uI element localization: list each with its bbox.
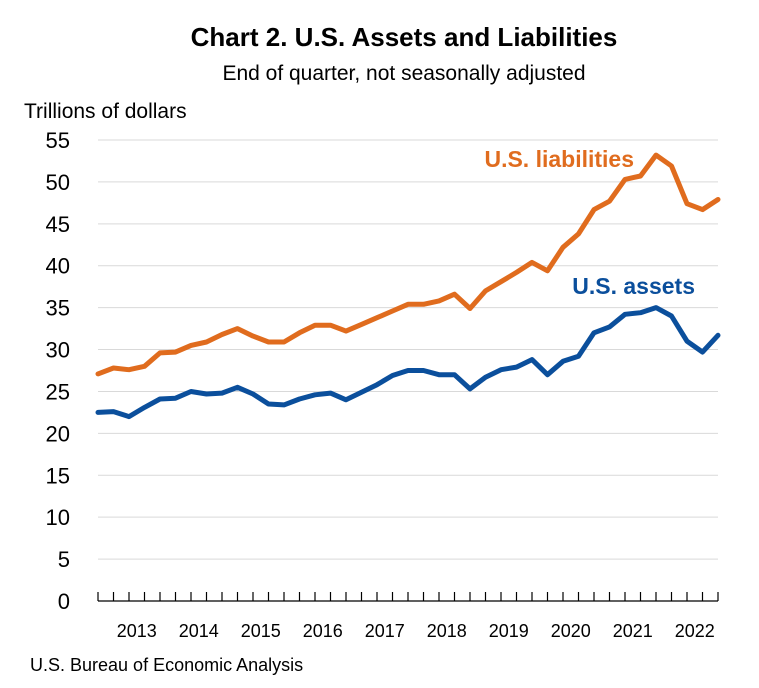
y-tick-label: 55 xyxy=(46,128,70,153)
x-tick-label: 2015 xyxy=(241,621,281,641)
x-tick-label: 2021 xyxy=(613,621,653,641)
y-tick-label: 30 xyxy=(46,338,70,363)
series-line-assets xyxy=(95,305,721,420)
y-tick-label: 35 xyxy=(46,296,70,321)
x-axis: 2013 2014 2015 2016 2017 2018 2019 2020 2021 2022 xyxy=(97,592,719,641)
y-tick-label: 20 xyxy=(46,421,70,446)
source-note: U.S. Bureau of Economic Analysis xyxy=(30,655,303,675)
chart-title: Chart 2. U.S. Assets and Liabilities xyxy=(191,22,618,52)
x-tick-label: 2013 xyxy=(117,621,157,641)
x-tick-label: 2022 xyxy=(675,621,715,641)
x-tick-label: 2016 xyxy=(303,621,343,641)
y-tick-label: 10 xyxy=(46,505,70,530)
series-lines xyxy=(95,152,721,420)
y-axis-ticks: 0 5 10 15 20 25 30 35 40 45 50 55 xyxy=(46,128,70,614)
series-label-assets: U.S. assets xyxy=(572,273,695,299)
x-tick-label: 2014 xyxy=(179,621,219,641)
y-tick-label: 50 xyxy=(46,170,70,195)
chart-subtitle: End of quarter, not seasonally adjusted xyxy=(222,62,585,85)
series-line-liabilities xyxy=(95,152,721,377)
gridlines xyxy=(98,139,718,560)
x-tick-label: 2018 xyxy=(427,621,467,641)
y-tick-label: 0 xyxy=(58,589,70,614)
y-tick-label: 25 xyxy=(46,379,70,404)
y-tick-label: 15 xyxy=(46,463,70,488)
y-tick-label: 5 xyxy=(58,547,70,572)
y-tick-label: 45 xyxy=(46,212,70,237)
x-tick-label: 2020 xyxy=(551,621,591,641)
x-tick-label: 2019 xyxy=(489,621,529,641)
x-tick-label: 2017 xyxy=(365,621,405,641)
y-tick-label: 40 xyxy=(46,254,70,279)
series-labels: U.S. liabilities U.S. assets xyxy=(484,146,695,299)
y-axis-label: Trillions of dollars xyxy=(24,100,187,123)
series-label-liabilities: U.S. liabilities xyxy=(484,146,634,172)
